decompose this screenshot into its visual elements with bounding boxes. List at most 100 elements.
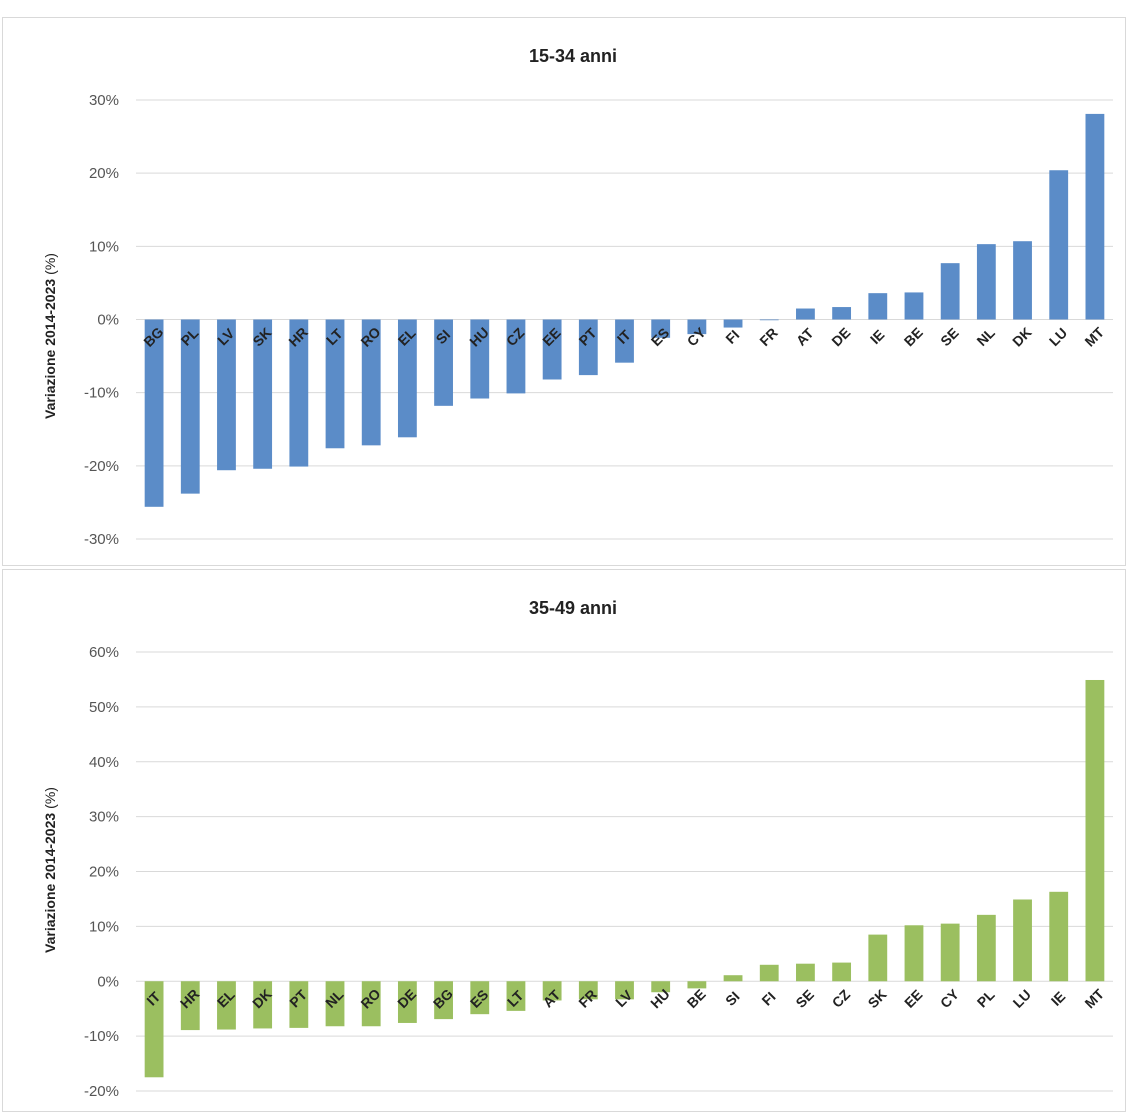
y-tick-label: 0% bbox=[97, 312, 119, 329]
chart-panel-35-49: 35-49 anni Variazione 2014-2023 (%) 60% 50… bbox=[2, 569, 1126, 1112]
bar-fr bbox=[578, 981, 598, 1000]
bar-bg bbox=[434, 981, 453, 1020]
y-tick-label: 20% bbox=[89, 165, 119, 182]
bar-bg bbox=[144, 319, 164, 507]
bar-sk bbox=[253, 319, 273, 469]
bar-lu bbox=[1049, 170, 1069, 320]
y-tick-label: 20% bbox=[89, 864, 119, 881]
y-tick-label: -20% bbox=[84, 458, 119, 475]
x-tick-label: DK bbox=[1009, 324, 1035, 350]
y-tick-label: -30% bbox=[84, 531, 119, 548]
bar-ie bbox=[868, 293, 888, 320]
y-tick-label: 30% bbox=[89, 809, 119, 826]
bar-de bbox=[397, 981, 417, 1023]
x-tick-label: LU bbox=[1010, 986, 1035, 1011]
x-tick-label: SK bbox=[865, 986, 890, 1011]
x-tick-label: CY bbox=[937, 986, 963, 1012]
bar-hu bbox=[651, 981, 671, 993]
y-axis-label-main: Variazione 2014-2023 bbox=[42, 279, 58, 419]
y-tick-label: 40% bbox=[89, 754, 119, 771]
bar-el bbox=[397, 319, 417, 438]
y-tick-label: -10% bbox=[84, 1028, 119, 1045]
y-tick-label: 50% bbox=[89, 699, 119, 716]
chart-title: 35-49 anni bbox=[529, 598, 617, 618]
y-tick-label: 10% bbox=[89, 238, 119, 255]
bar-pt bbox=[289, 981, 309, 1028]
bar-cy bbox=[940, 923, 960, 982]
x-tick-label: MT bbox=[1081, 985, 1107, 1011]
y-tick-label: 10% bbox=[89, 918, 119, 935]
x-tick-label: AT bbox=[793, 325, 817, 349]
y-axis-label-main: Variazione 2014-2023 bbox=[42, 813, 58, 953]
x-tick-label: BE bbox=[684, 986, 709, 1011]
bar-es bbox=[651, 319, 671, 338]
y-axis-label-unit: (%) bbox=[42, 253, 58, 275]
bar-mt bbox=[1085, 679, 1105, 982]
x-tick-label: DE bbox=[828, 324, 853, 349]
y-axis-label: Variazione 2014-2023 (%) bbox=[42, 253, 58, 419]
bar-fr bbox=[759, 319, 779, 321]
bar-dk bbox=[1013, 241, 1032, 320]
bar-cy bbox=[687, 319, 707, 335]
y-tick-label: -20% bbox=[84, 1083, 119, 1100]
bar-nl bbox=[325, 981, 345, 1027]
chart-15-34: 15-34 anni Variazione 2014-2023 (%) 30% 20… bbox=[42, 46, 1113, 548]
bar-si bbox=[434, 319, 453, 406]
bar-pt bbox=[578, 319, 598, 376]
bar-lv bbox=[217, 319, 236, 471]
bar-be bbox=[687, 981, 707, 989]
bar-fi bbox=[723, 319, 743, 328]
x-tick-label: NL bbox=[973, 324, 998, 349]
bar-sk bbox=[868, 934, 888, 982]
x-tick-label: FR bbox=[756, 325, 781, 350]
bar-it bbox=[615, 319, 634, 363]
bar-at bbox=[542, 981, 562, 1001]
y-tick-label: 30% bbox=[89, 92, 119, 109]
y-tick-label: 60% bbox=[89, 644, 119, 661]
bar-cz bbox=[832, 962, 852, 982]
bar-hr bbox=[289, 319, 309, 467]
x-tick-label: BE bbox=[901, 324, 926, 349]
bar-ro bbox=[361, 981, 381, 1027]
x-tick-label: IE bbox=[867, 326, 888, 347]
bar-pl bbox=[180, 319, 200, 494]
bar-lv bbox=[615, 981, 634, 1000]
chart-title: 15-34 anni bbox=[529, 46, 617, 66]
bar-hu bbox=[470, 319, 490, 399]
bar-hr bbox=[180, 981, 200, 1031]
x-tick-label: CZ bbox=[829, 986, 854, 1011]
x-tick-label: PL bbox=[974, 986, 998, 1010]
chart-panel-15-34: 15-34 anni Variazione 2014-2023 (%) 30% 20… bbox=[2, 17, 1126, 566]
chart-35-49: 35-49 anni Variazione 2014-2023 (%) 60% 50… bbox=[42, 598, 1113, 1100]
x-tick-label: SI bbox=[722, 988, 743, 1009]
bar-ee bbox=[904, 925, 924, 982]
x-tick-label: MT bbox=[1081, 324, 1107, 350]
bar-si bbox=[723, 975, 743, 982]
bar-lt bbox=[506, 981, 526, 1011]
bar-lt bbox=[325, 319, 345, 449]
bar-fi bbox=[759, 964, 779, 982]
bar-at bbox=[796, 308, 815, 320]
x-tick-label: FI bbox=[722, 327, 742, 347]
bar-be bbox=[904, 292, 924, 320]
x-tick-label: LU bbox=[1046, 325, 1071, 350]
bar-es bbox=[470, 981, 490, 1015]
bar-se bbox=[940, 263, 960, 320]
y-tick-label: 0% bbox=[97, 973, 119, 990]
bar-de bbox=[832, 307, 852, 320]
bar-se bbox=[796, 963, 815, 982]
x-tick-label: SE bbox=[792, 986, 817, 1011]
bar-ie bbox=[1049, 891, 1069, 982]
bar-it bbox=[144, 981, 164, 1078]
y-tick-label: -10% bbox=[84, 385, 119, 402]
x-tick-label: FI bbox=[758, 988, 778, 1008]
bar-pl bbox=[976, 914, 996, 982]
y-axis-label: Variazione 2014-2023 (%) bbox=[42, 787, 58, 953]
x-tick-label: SE bbox=[937, 325, 962, 350]
x-tick-label: IE bbox=[1048, 988, 1069, 1009]
bar-el bbox=[217, 981, 236, 1030]
bar-ee bbox=[542, 319, 562, 380]
bar-lu bbox=[1013, 899, 1032, 982]
bar-dk bbox=[253, 981, 273, 1029]
y-axis-label-unit: (%) bbox=[42, 787, 58, 809]
